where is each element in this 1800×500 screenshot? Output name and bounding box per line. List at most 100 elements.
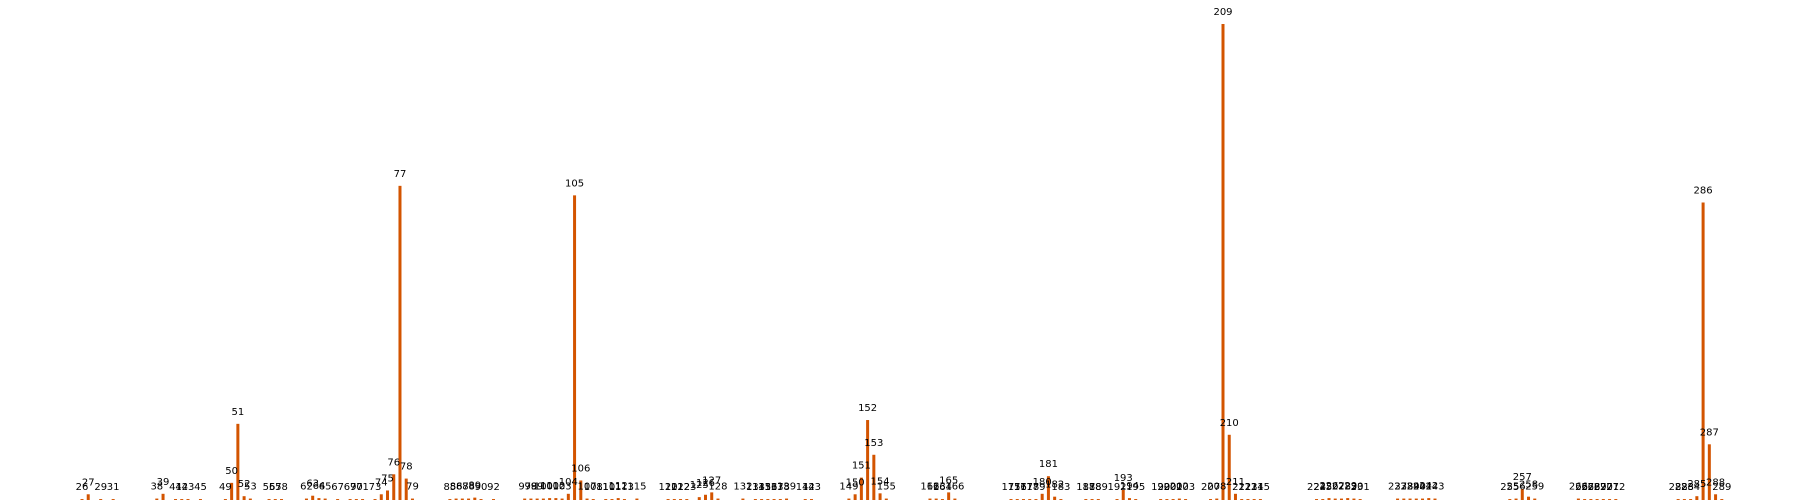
bar-label-62: 62 bbox=[300, 482, 313, 493]
bar-257 bbox=[1520, 489, 1524, 500]
bar-label-139: 139 bbox=[777, 482, 796, 493]
bar-label-195: 195 bbox=[1126, 482, 1145, 493]
bar-label-227: 227 bbox=[1326, 482, 1345, 493]
bar-182 bbox=[1053, 496, 1057, 500]
bar-label-162: 162 bbox=[920, 482, 939, 493]
bar-label-182: 182 bbox=[1045, 480, 1064, 491]
bar-266 bbox=[1576, 498, 1580, 500]
bar-242 bbox=[1427, 498, 1431, 500]
bar-243 bbox=[1433, 498, 1437, 500]
bar-165 bbox=[947, 492, 951, 500]
bar-label-56: 56 bbox=[263, 482, 276, 493]
bar-label-43: 43 bbox=[182, 482, 195, 493]
bar-label-180: 180 bbox=[1033, 477, 1052, 488]
bar-label-163: 163 bbox=[927, 482, 946, 493]
bar-106 bbox=[579, 480, 583, 500]
bar-label-132: 132 bbox=[733, 482, 752, 493]
bar-label-149: 149 bbox=[839, 482, 858, 493]
bar-97 bbox=[523, 498, 527, 500]
bar-115 bbox=[635, 498, 639, 500]
bar-label-89: 89 bbox=[468, 481, 481, 492]
bar-label-255: 255 bbox=[1500, 482, 1519, 493]
bar-label-231: 231 bbox=[1351, 482, 1370, 493]
bar-label-177: 177 bbox=[1014, 482, 1033, 493]
bar-230 bbox=[1352, 498, 1356, 500]
bar-label-285: 285 bbox=[1687, 479, 1706, 490]
bar-79 bbox=[410, 498, 414, 500]
bar-label-240: 240 bbox=[1407, 482, 1426, 493]
bar-label-150: 150 bbox=[846, 477, 865, 488]
bar-label-39: 39 bbox=[157, 477, 170, 488]
bar-88 bbox=[467, 498, 471, 500]
bar-162 bbox=[928, 498, 932, 500]
bar-229 bbox=[1346, 498, 1350, 500]
bar-label-266: 266 bbox=[1569, 482, 1588, 493]
bar-208 bbox=[1215, 498, 1219, 500]
bar-label-203: 203 bbox=[1176, 482, 1195, 493]
bar-label-153: 153 bbox=[864, 438, 883, 449]
bar-241 bbox=[1421, 498, 1425, 500]
bar-label-212: 212 bbox=[1232, 482, 1251, 493]
bar-label-106: 106 bbox=[571, 463, 590, 474]
bar-53 bbox=[248, 498, 252, 500]
bar-label-288: 288 bbox=[1706, 477, 1725, 488]
bar-label-115: 115 bbox=[627, 482, 646, 493]
bar-287 bbox=[1707, 444, 1711, 500]
bar-label-41: 41 bbox=[169, 482, 182, 493]
bar-27 bbox=[86, 494, 90, 500]
bar-label-31: 31 bbox=[107, 482, 120, 493]
bar-label-257: 257 bbox=[1513, 472, 1532, 483]
bar-label-126: 126 bbox=[696, 478, 715, 489]
bar-label-268: 268 bbox=[1581, 482, 1600, 493]
bar-label-192: 192 bbox=[1107, 482, 1126, 493]
bar-label-65: 65 bbox=[319, 482, 332, 493]
bar-211 bbox=[1233, 493, 1237, 500]
bar-154 bbox=[878, 493, 882, 500]
bar-label-207: 207 bbox=[1201, 482, 1220, 493]
bar-label-49: 49 bbox=[219, 482, 232, 493]
bar-label-138: 138 bbox=[771, 482, 790, 493]
bar-238 bbox=[1402, 498, 1406, 500]
bar-label-183: 183 bbox=[1051, 482, 1070, 493]
bar-228 bbox=[1339, 498, 1343, 500]
bar-label-52: 52 bbox=[238, 479, 251, 490]
bar-label-267: 267 bbox=[1575, 482, 1594, 493]
bar-52 bbox=[242, 496, 246, 500]
bar-label-71: 71 bbox=[356, 482, 369, 493]
bar-label-175: 175 bbox=[1001, 482, 1020, 493]
bar-286 bbox=[1701, 202, 1705, 500]
bar-label-241: 241 bbox=[1413, 482, 1432, 493]
bar-38 bbox=[155, 498, 159, 500]
bar-label-214: 214 bbox=[1245, 482, 1264, 493]
bar-label-134: 134 bbox=[746, 482, 765, 493]
bar-label-194: 194 bbox=[1120, 481, 1139, 492]
bar-label-164: 164 bbox=[933, 482, 952, 493]
bar-50 bbox=[230, 482, 234, 500]
bar-166 bbox=[953, 498, 957, 500]
bar-label-127: 127 bbox=[702, 475, 721, 486]
bar-label-103: 103 bbox=[553, 482, 572, 493]
bar-150 bbox=[853, 494, 857, 500]
bar-label-272: 272 bbox=[1606, 482, 1625, 493]
bar-152 bbox=[866, 420, 870, 500]
bar-label-181: 181 bbox=[1039, 459, 1058, 470]
bar-label-105: 105 bbox=[565, 178, 584, 189]
bar-239 bbox=[1408, 498, 1412, 500]
bar-76 bbox=[392, 474, 396, 500]
bar-label-151: 151 bbox=[852, 461, 871, 472]
bar-label-226: 226 bbox=[1319, 481, 1338, 492]
bar-75 bbox=[386, 490, 390, 500]
bar-label-120: 120 bbox=[659, 482, 678, 493]
bar-label-77: 77 bbox=[394, 169, 407, 180]
bar-label-107: 107 bbox=[577, 482, 596, 493]
bar-label-111: 111 bbox=[602, 482, 621, 493]
bar-128 bbox=[716, 498, 720, 500]
bar-label-125: 125 bbox=[690, 480, 709, 491]
bar-label-67: 67 bbox=[331, 482, 344, 493]
bar-label-166: 166 bbox=[945, 482, 964, 493]
bar-132 bbox=[741, 498, 745, 500]
bar-240 bbox=[1414, 498, 1418, 500]
bar-label-282: 282 bbox=[1669, 482, 1688, 493]
bar-label-79: 79 bbox=[406, 482, 419, 493]
